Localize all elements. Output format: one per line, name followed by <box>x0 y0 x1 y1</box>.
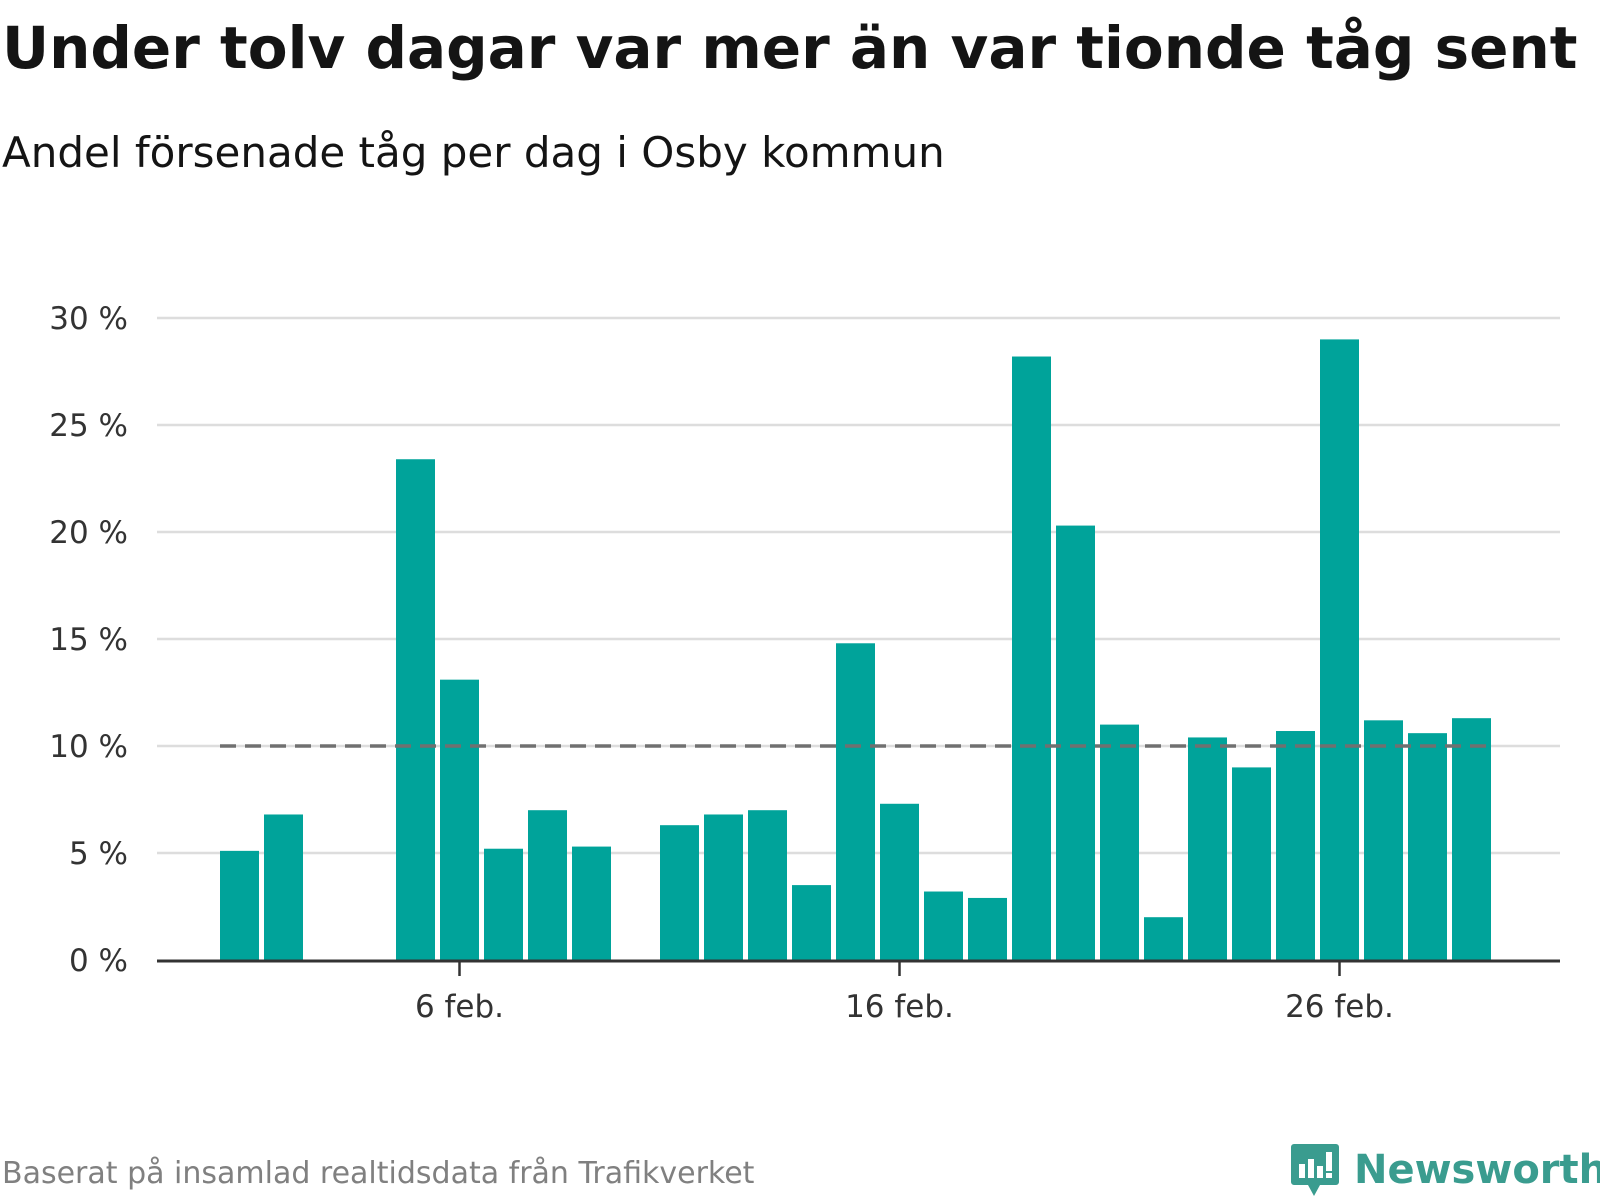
newsworthy-logo-icon <box>1291 1144 1339 1196</box>
x-tick-label: 16 feb. <box>845 989 954 1025</box>
bar-2022-02-01 <box>220 850 259 960</box>
y-tick-label: 25 % <box>49 408 128 444</box>
bar-2022-02-07 <box>484 848 523 960</box>
y-tick-label: 30 % <box>49 301 128 337</box>
x-axis-ticks: 6 feb. 16 feb. 26 feb. <box>415 961 1394 1025</box>
bar-2022-02-18 <box>968 897 1007 960</box>
y-tick-label: 20 % <box>49 515 128 551</box>
bar-2022-02-05 <box>396 459 435 960</box>
y-tick-label: 10 % <box>49 729 128 765</box>
x-tick-label: 6 feb. <box>415 989 504 1025</box>
bar-2022-03-01 <box>1452 718 1491 960</box>
bar-2022-02-24 <box>1232 767 1271 960</box>
bar-2022-02-19 <box>1012 356 1051 960</box>
chart-subtitle: Andel försenade tåg per dag i Osby kommu… <box>2 128 945 177</box>
bar-2022-02-12 <box>704 814 743 960</box>
bar-2022-02-11 <box>660 825 699 960</box>
bar-2022-02-27 <box>1364 720 1403 960</box>
bar-2022-02-09 <box>572 846 611 960</box>
y-axis-ticks: 0 % 5 % 10 % 15 % 20 % 25 % 30 % <box>49 301 128 979</box>
bar-2022-02-16 <box>880 803 919 960</box>
chart-title: Under tolv dagar var mer än var tionde t… <box>2 14 1578 82</box>
bar-2022-02-21 <box>1100 724 1139 960</box>
y-tick-label: 15 % <box>49 622 128 658</box>
bar-2022-02-25 <box>1276 731 1315 960</box>
x-tick-label: 26 feb. <box>1285 989 1394 1025</box>
bar-2022-02-23 <box>1188 737 1227 960</box>
y-tick-label: 0 % <box>69 943 128 979</box>
bar-2022-02-20 <box>1056 525 1095 960</box>
bar-2022-02-22 <box>1144 917 1183 960</box>
bar-chart: 0 % 5 % 10 % 15 % 20 % 25 % 30 % 6 feb. 16 feb.… <box>49 301 1560 1025</box>
bar-2022-02-17 <box>924 891 963 960</box>
y-tick-label: 5 % <box>69 836 128 872</box>
bar-2022-02-13 <box>748 810 787 960</box>
bar-2022-02-06 <box>440 679 479 960</box>
bar-2022-02-28 <box>1408 733 1447 960</box>
source-note: Baserat på insamlad realtidsdata från Tr… <box>2 1156 755 1191</box>
bars <box>220 339 1491 960</box>
bar-2022-02-14 <box>792 885 831 960</box>
bar-2022-02-26 <box>1320 339 1359 960</box>
bar-2022-02-15 <box>836 643 875 960</box>
brand-logo: Newsworthy <box>1290 1140 1600 1200</box>
bar-2022-02-08 <box>528 810 567 960</box>
brand-name: Newsworthy <box>1354 1147 1600 1193</box>
bar-2022-02-02 <box>264 814 303 960</box>
